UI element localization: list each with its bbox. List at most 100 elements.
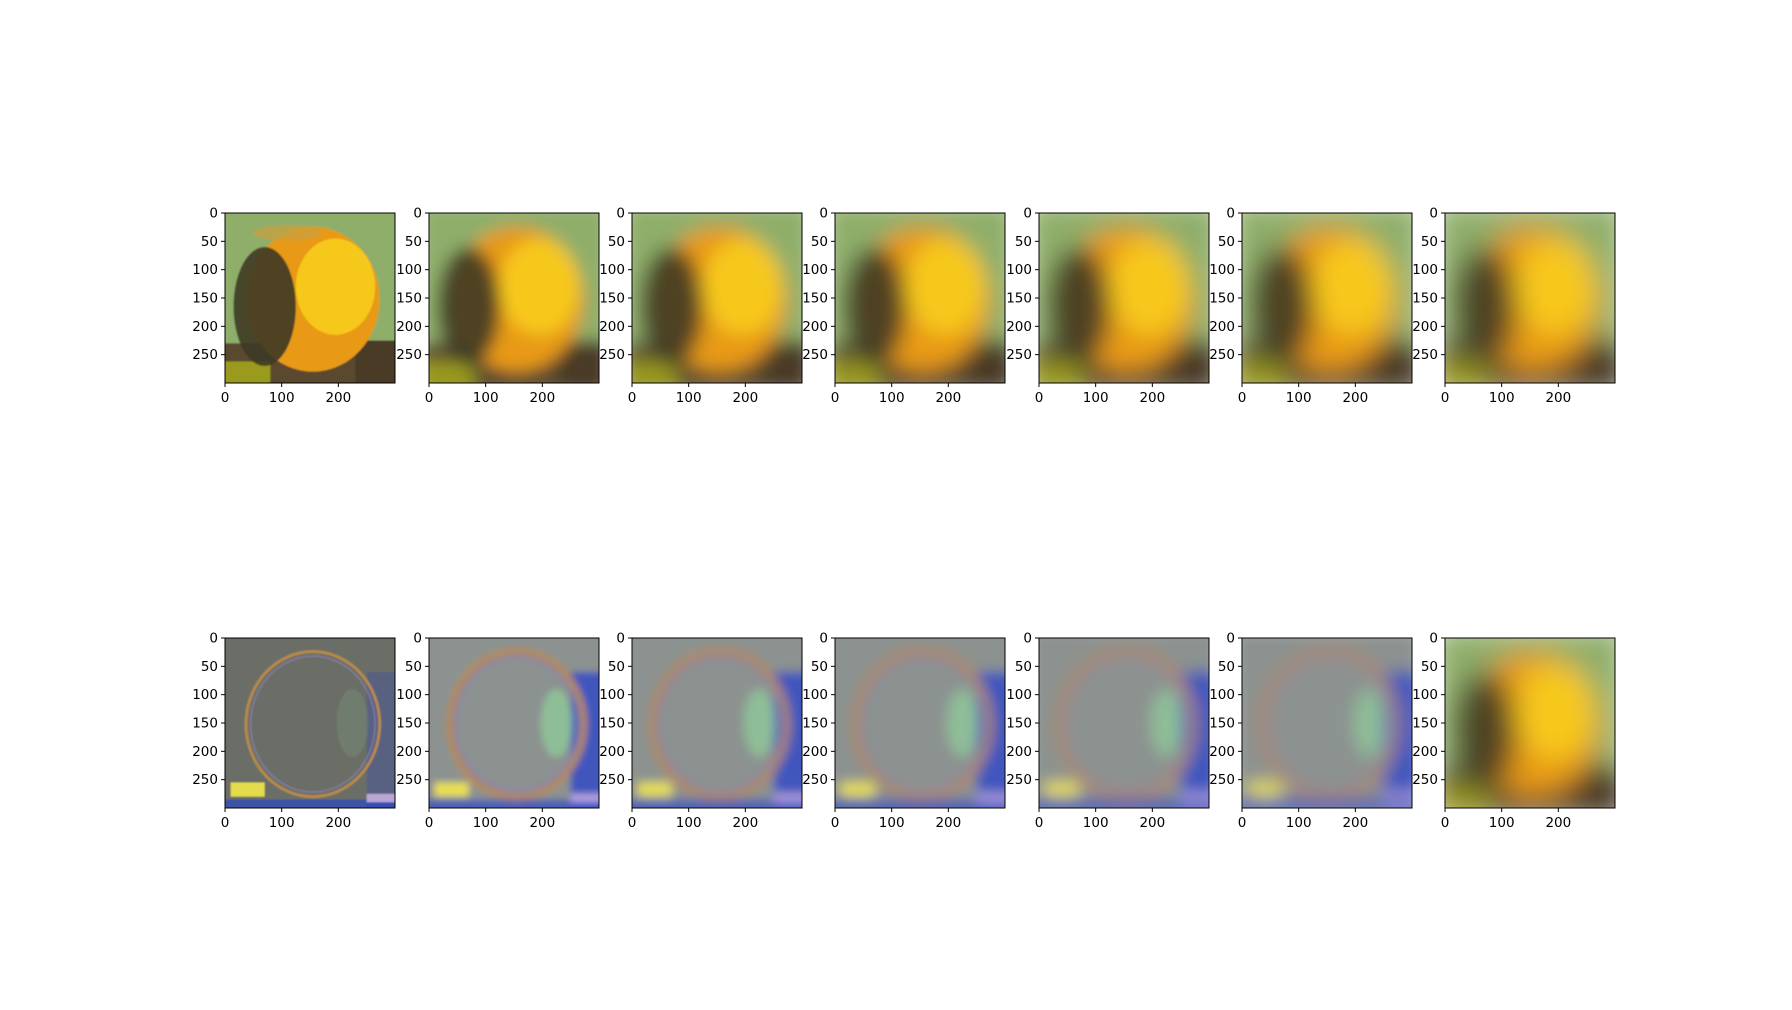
panel-image [225, 638, 395, 808]
y-tick-label: 150 [1006, 291, 1032, 307]
y-tick-label: 50 [1218, 659, 1235, 675]
y-tick-label: 100 [802, 262, 828, 278]
y-tick-label: 50 [201, 234, 218, 250]
y-tick-label: 50 [608, 234, 625, 250]
y-tick-label: 100 [1209, 687, 1235, 703]
x-tick-label: 0 [425, 390, 434, 406]
panel-image [429, 213, 599, 383]
y-tick-label: 100 [1412, 262, 1438, 278]
y-tick-label: 0 [616, 206, 625, 222]
y-tick-label: 0 [819, 631, 828, 647]
x-tick-label: 100 [473, 390, 499, 406]
y-tick-label: 0 [1023, 631, 1032, 647]
x-tick-label: 0 [425, 815, 434, 831]
gaussian-stack-panel-1: 0 50 100 150 200 250 0 100 200 [192, 206, 396, 406]
y-tick-label: 250 [802, 772, 828, 788]
y-tick-label: 150 [599, 716, 625, 732]
y-tick-label: 100 [1006, 262, 1032, 278]
x-tick-label: 200 [732, 815, 758, 831]
y-tick-label: 150 [192, 291, 218, 307]
y-tick-label: 250 [192, 347, 218, 363]
panel-image [632, 638, 802, 808]
laplacian-stack-panel-1: 0 50 100 150 200 250 0 100 200 [192, 631, 396, 831]
y-tick-label: 200 [192, 744, 218, 760]
x-tick-label: 0 [831, 390, 840, 406]
x-tick-label: 200 [1545, 815, 1571, 831]
laplacian-stack-panel-2: 0 50 100 150 200 250 0 100 200 [396, 631, 600, 831]
x-tick-label: 200 [529, 390, 555, 406]
gaussian-stack-panel-5: 0 50 100 150 200 250 0 100 200 [1006, 206, 1210, 406]
y-tick-label: 200 [802, 319, 828, 335]
y-tick-label: 50 [1421, 234, 1438, 250]
x-tick-label: 0 [628, 815, 637, 831]
y-tick-label: 250 [1006, 347, 1032, 363]
x-tick-label: 200 [325, 815, 351, 831]
x-tick-label: 0 [831, 815, 840, 831]
y-tick-label: 200 [396, 744, 422, 760]
x-tick-label: 100 [269, 815, 295, 831]
x-tick-label: 200 [1342, 815, 1368, 831]
x-tick-label: 100 [676, 815, 702, 831]
x-tick-label: 100 [1286, 390, 1312, 406]
x-tick-label: 100 [676, 390, 702, 406]
y-tick-label: 0 [209, 206, 218, 222]
y-tick-label: 0 [1429, 206, 1438, 222]
y-tick-label: 100 [1209, 262, 1235, 278]
x-tick-label: 200 [935, 815, 961, 831]
y-tick-label: 200 [599, 319, 625, 335]
gaussian-stack-panel-2: 0 50 100 150 200 250 0 100 200 [396, 206, 600, 406]
y-tick-label: 100 [1006, 687, 1032, 703]
y-tick-label: 100 [396, 687, 422, 703]
x-tick-label: 0 [1035, 390, 1044, 406]
y-tick-label: 100 [192, 262, 218, 278]
panel-image [1242, 638, 1412, 808]
y-tick-label: 100 [599, 262, 625, 278]
panel-image [225, 213, 395, 383]
y-tick-label: 200 [1006, 319, 1032, 335]
panel-image [1445, 638, 1615, 808]
y-tick-label: 50 [405, 234, 422, 250]
y-tick-label: 0 [819, 206, 828, 222]
y-tick-label: 250 [802, 347, 828, 363]
panel-image [632, 213, 802, 383]
y-tick-label: 100 [396, 262, 422, 278]
x-tick-label: 0 [1441, 390, 1450, 406]
y-tick-label: 250 [1412, 772, 1438, 788]
y-tick-label: 0 [1023, 206, 1032, 222]
y-tick-label: 250 [1209, 347, 1235, 363]
panel-image [1242, 213, 1412, 383]
y-tick-label: 200 [802, 744, 828, 760]
y-tick-label: 150 [1412, 716, 1438, 732]
y-tick-label: 150 [1006, 716, 1032, 732]
y-tick-label: 200 [1412, 744, 1438, 760]
y-tick-label: 250 [599, 772, 625, 788]
panel-image [1039, 638, 1209, 808]
y-tick-label: 250 [599, 347, 625, 363]
y-tick-label: 0 [1226, 631, 1235, 647]
panel-image [835, 638, 1005, 808]
x-tick-label: 200 [1545, 390, 1571, 406]
x-tick-label: 100 [1083, 390, 1109, 406]
laplacian-stack-panel-3: 0 50 100 150 200 250 0 100 200 [599, 631, 803, 831]
y-tick-label: 150 [599, 291, 625, 307]
gaussian-stack-panel-3: 0 50 100 150 200 250 0 100 200 [599, 206, 803, 406]
x-tick-label: 100 [1083, 815, 1109, 831]
y-tick-label: 250 [396, 347, 422, 363]
x-tick-label: 0 [1238, 390, 1247, 406]
y-tick-label: 200 [192, 319, 218, 335]
y-tick-label: 150 [192, 716, 218, 732]
y-tick-label: 150 [1412, 291, 1438, 307]
laplacian-stack-panel-5: 0 50 100 150 200 250 0 100 200 [1006, 631, 1210, 831]
x-tick-label: 0 [1035, 815, 1044, 831]
x-tick-label: 100 [1286, 815, 1312, 831]
y-tick-label: 150 [1209, 716, 1235, 732]
x-tick-label: 200 [1139, 815, 1165, 831]
y-tick-label: 100 [802, 687, 828, 703]
y-tick-label: 0 [209, 631, 218, 647]
x-tick-label: 100 [473, 815, 499, 831]
y-tick-label: 250 [1209, 772, 1235, 788]
y-tick-label: 0 [616, 631, 625, 647]
panel-image [835, 213, 1005, 383]
x-tick-label: 200 [732, 390, 758, 406]
